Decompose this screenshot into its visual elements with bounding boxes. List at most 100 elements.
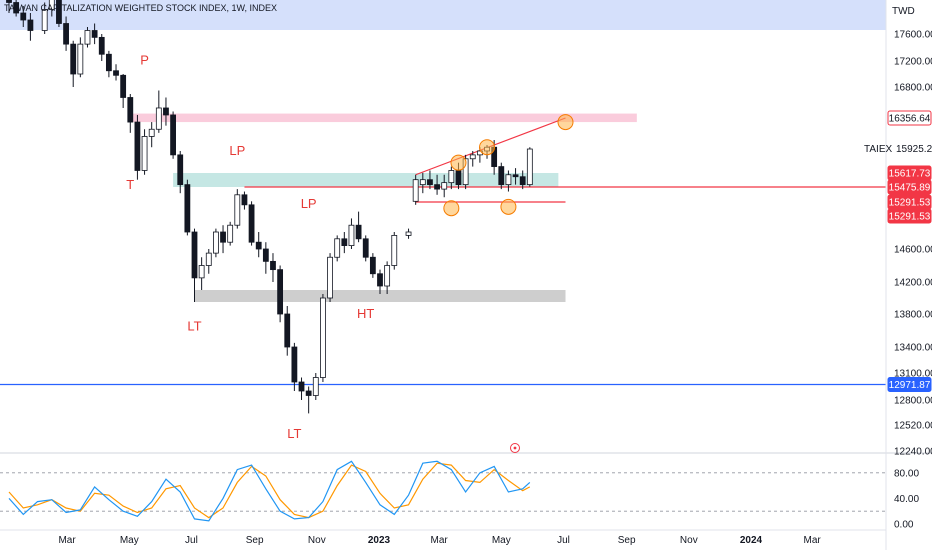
time-tick-label: Mar	[58, 535, 76, 546]
marker-circle	[557, 114, 574, 131]
annotation-label: P	[140, 52, 149, 67]
candle-body	[412, 179, 419, 202]
candle-body	[498, 166, 505, 186]
osc-d-line	[8, 462, 531, 519]
time-tick-label: Mar	[430, 535, 448, 546]
time-tick-label: Sep	[246, 535, 264, 546]
candle-body	[205, 252, 212, 266]
last-value: 15925.29	[896, 144, 932, 155]
symbol-label: TAIEX	[864, 144, 892, 155]
candle-body	[512, 174, 519, 178]
chart-title: TAIWAN CAPITALIZATION WEIGHTED STOCK IND…	[4, 3, 277, 13]
candle-body	[348, 224, 355, 247]
candle-body	[391, 235, 398, 266]
price-label-text: 16356.64	[889, 114, 931, 125]
time-tick-label: Jul	[557, 535, 570, 546]
candle-body	[505, 174, 512, 186]
candle-body	[134, 121, 141, 171]
candle-body	[170, 114, 176, 156]
candle-body	[448, 170, 455, 184]
time-tick-label: May	[492, 535, 511, 546]
candle-body	[284, 313, 291, 348]
zone	[194, 290, 566, 302]
candle-body	[455, 170, 462, 186]
candle-body	[270, 260, 276, 271]
time-tick-label: Mar	[804, 535, 822, 546]
marker-circle	[500, 198, 517, 215]
candle-body	[184, 184, 191, 233]
candle-body	[113, 70, 119, 76]
candle-body	[305, 390, 312, 396]
oscillator-layer	[0, 460, 886, 522]
candle-body	[419, 179, 426, 186]
time-tick-label: 2024	[740, 535, 763, 546]
candle-body	[63, 23, 69, 45]
price-tick-label: 17200.00	[894, 57, 932, 68]
time-tick-label: May	[120, 535, 139, 546]
price-tick-label: 14600.00	[894, 245, 932, 256]
candle-body	[384, 265, 391, 287]
annotation-label: LT	[287, 426, 301, 441]
time-tick-label: Nov	[680, 535, 698, 546]
candle-body	[56, 0, 62, 24]
annotation-label: LT	[187, 319, 201, 334]
candle-body	[84, 30, 91, 45]
price-label-text: 15291.53	[889, 212, 931, 223]
osc-tick-label: 0.00	[894, 520, 914, 531]
candle-body	[526, 148, 533, 186]
price-label-bg	[887, 179, 932, 195]
osc-k-line	[8, 460, 531, 522]
candle-body	[177, 154, 184, 186]
candle-body	[341, 238, 348, 247]
candle-body	[291, 346, 298, 383]
price-axis[interactable]: 17600.00 17200.00 16800.00 14600.00 14200.00…	[894, 30, 932, 458]
candle-body	[198, 265, 205, 279]
candle-body	[48, 0, 55, 10]
candle-body	[27, 19, 34, 31]
top-band	[0, 0, 886, 30]
circles-layer	[443, 114, 574, 217]
candle-body	[234, 194, 241, 226]
time-axis[interactable]: Mar May Jul Sep Nov 2023 Mar May Jul Sep Nov 2024 Ma…	[58, 535, 821, 546]
time-tick-label: Jul	[185, 535, 198, 546]
candle-body	[213, 231, 219, 254]
candle-body	[334, 238, 341, 258]
candle-body	[262, 248, 269, 262]
annotation-label: T	[126, 177, 134, 192]
oscillator-axis: 80.00 40.00 0.00	[894, 468, 919, 530]
currency-label: TWD	[892, 6, 915, 17]
annotations-layer: P T LP LP LT HT LT	[126, 52, 374, 441]
zone	[130, 113, 637, 123]
price-tick-label: 12520.00	[894, 421, 932, 432]
candle-body	[427, 179, 433, 186]
candle-body	[248, 204, 255, 243]
candle-body	[6, 0, 12, 3]
candle-body	[163, 107, 169, 116]
price-tick-label: 13800.00	[894, 310, 932, 321]
price-label-text: 15617.73	[889, 169, 931, 180]
marker-circle	[450, 154, 467, 171]
price-label-box: 15291.53	[887, 208, 932, 224]
candle-body	[320, 297, 326, 378]
price-label-box: 15475.89	[887, 179, 932, 195]
price-label-bg	[887, 208, 932, 224]
settings-icon[interactable]	[510, 443, 520, 453]
price-tick-label: 12240.00	[894, 447, 932, 458]
candle-body	[369, 256, 376, 275]
zones-layer	[130, 113, 637, 302]
annotation-label: LP	[301, 196, 317, 211]
candle-body	[327, 256, 333, 299]
price-labels: 16356.64 15617.73 15475.89 15291.53 15291.53…	[887, 110, 932, 393]
price-label-text: 12971.87	[889, 380, 931, 391]
candle-body	[120, 74, 127, 98]
candle-body	[155, 107, 162, 130]
annotation-label: HT	[357, 306, 374, 321]
candle-body	[70, 43, 77, 75]
candle-body	[141, 136, 148, 171]
price-label-box: 12971.87	[887, 377, 932, 393]
candle-body	[98, 36, 105, 55]
candle-body	[277, 269, 284, 315]
time-tick-label: Sep	[618, 535, 636, 546]
